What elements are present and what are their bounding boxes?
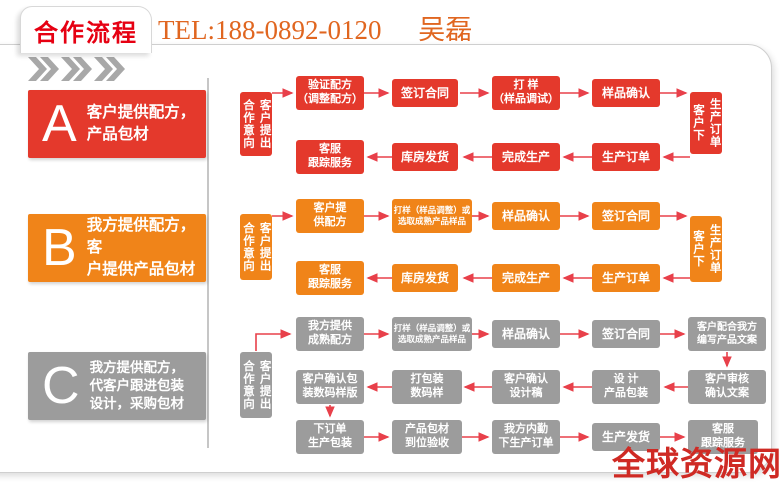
- flow-step: 打 样 （样品调试）: [492, 76, 560, 110]
- section-c-title: 我方提供配方， 代客户跟进包装 设计，采购包材: [89, 359, 185, 412]
- flow-step: 客户审核 确认文案: [688, 370, 766, 404]
- flow-step: 我方内勤 下生产订单: [492, 420, 560, 454]
- section-a-letter: A: [42, 95, 77, 153]
- flow-step: 客户确认包 装数码样版: [296, 370, 364, 404]
- flow-step: 打样（样品调整）或 选取成熟产品样品: [392, 317, 472, 351]
- section-b-box: B 我方提供配方，客 户提供产品包材: [28, 214, 206, 282]
- flow-step: 下订单 生产包装: [296, 420, 364, 454]
- flow-step: 完成生产: [492, 264, 560, 292]
- section-b-letter: B: [42, 219, 77, 277]
- order-box: 客户下 生产订单: [690, 92, 722, 154]
- flow-step: 样品确认: [592, 79, 660, 107]
- flow-step: 客户配合我方 编写产品文案: [688, 317, 766, 351]
- flow-step: 签订合同: [392, 79, 458, 107]
- section-c-letter: C: [42, 357, 80, 415]
- flow-step: 样品确认: [492, 320, 560, 348]
- intent-box: 客户提出 合作意向: [240, 352, 272, 418]
- contact-line: TEL:188-0892-0120 吴磊: [158, 8, 472, 47]
- flow-step: 完成生产: [492, 143, 560, 171]
- flow-step: 打样（样品调整）或 选取成熟产品样品: [392, 199, 472, 233]
- flow-step: 客服 跟踪服务: [296, 261, 364, 295]
- flow-step: 签订合同: [592, 202, 660, 230]
- flow-step: 客服 跟踪服务: [296, 140, 364, 174]
- flow-step: 客服 跟踪服务: [688, 420, 758, 454]
- flow-step: 生产订单: [592, 264, 660, 292]
- page-title: 合作流程: [34, 19, 138, 47]
- separator-line: [207, 78, 209, 448]
- flow-step: 库房发货: [392, 143, 458, 171]
- flow-step: 产品包材 到位验收: [392, 420, 462, 454]
- flow-step: 设 计 产品包装: [592, 370, 660, 404]
- flow-step: 生产发货: [592, 423, 660, 451]
- title-tab: 合作流程: [20, 6, 152, 53]
- flow-step: 生产订单: [592, 143, 660, 171]
- intent-box: 客户提出 合作意向: [240, 214, 272, 280]
- intent-box: 客户提出 合作意向: [240, 92, 272, 156]
- chevrons-icon: [28, 57, 125, 81]
- flow-step: 签订合同: [592, 320, 660, 348]
- watermark: 全球资源网: [612, 445, 780, 482]
- flow-step: 客户提 供配方: [296, 199, 364, 233]
- flow-step: 样品确认: [492, 202, 560, 230]
- section-b-title: 我方提供配方，客 户提供产品包材: [86, 217, 196, 278]
- flow-step: 客户确认 设计稿: [492, 370, 560, 404]
- flow-step: 库房发货: [392, 264, 458, 292]
- tel-number: TEL:188-0892-0120: [158, 15, 382, 45]
- flow-step: 验证配方 （调整配方）: [296, 76, 364, 110]
- section-c-box: C 我方提供配方， 代客户跟进包装 设计，采购包材: [28, 352, 206, 420]
- order-box: 客户下 生产订单: [690, 216, 722, 282]
- section-a-box: A 客户提供配方， 产品包材: [28, 90, 206, 158]
- flow-step: 我方提供 成熟配方: [296, 317, 364, 351]
- flow-step: 打包装 数码样: [392, 370, 462, 404]
- contact-name: 吴磊: [418, 15, 473, 45]
- section-a-title: 客户提供配方， 产品包材: [86, 104, 196, 143]
